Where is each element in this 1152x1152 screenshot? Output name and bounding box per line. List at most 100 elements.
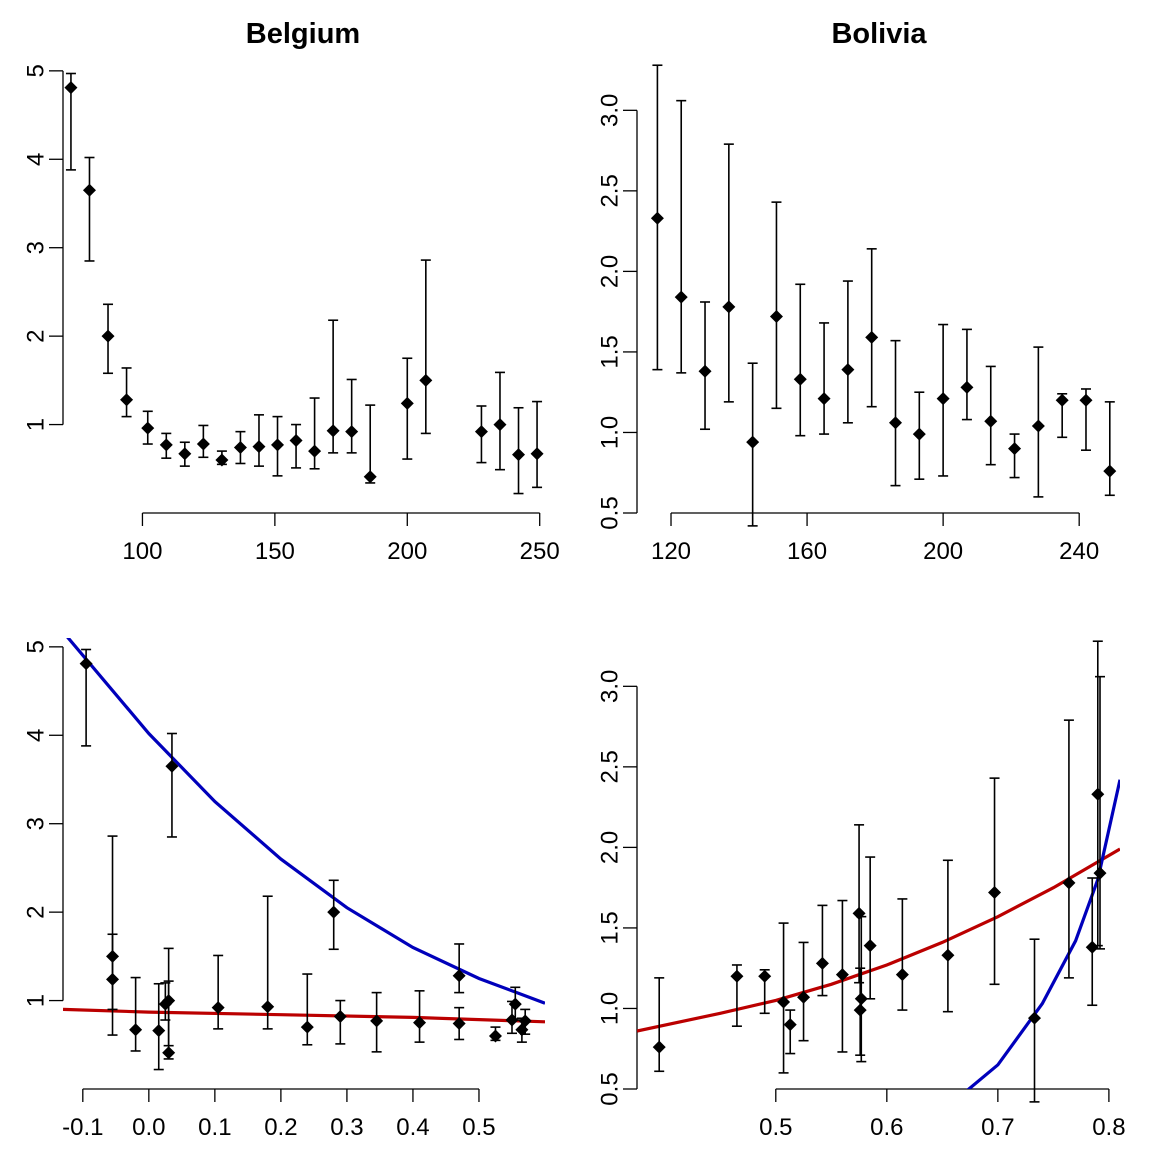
y-axis: 1 2 3 4 5 bbox=[23, 640, 64, 1007]
x-tick-label: 0.5 bbox=[759, 1114, 792, 1141]
data-point bbox=[327, 879, 341, 951]
data-point bbox=[1055, 393, 1069, 439]
data-point bbox=[854, 915, 868, 1063]
y-tick-label: 4 bbox=[23, 153, 50, 166]
point-marker bbox=[474, 425, 488, 439]
point-marker bbox=[413, 1016, 427, 1030]
point-marker bbox=[233, 441, 247, 455]
point-marker bbox=[196, 437, 210, 451]
y-tick-label: 0.5 bbox=[597, 1072, 624, 1105]
x-tick-label: 200 bbox=[387, 538, 427, 565]
data-point bbox=[1008, 433, 1022, 479]
data-point bbox=[333, 999, 347, 1045]
data-point bbox=[674, 99, 688, 374]
point-marker bbox=[730, 969, 744, 983]
data-point bbox=[452, 1006, 466, 1041]
panel-belgium-transformed: 1 2 3 4 5 -0.1 0.0 0.1 0.2 0.3 0.4 0.5 bbox=[23, 638, 545, 1141]
data-point bbox=[746, 362, 760, 527]
point-marker bbox=[271, 438, 285, 452]
point-marker bbox=[674, 290, 688, 304]
point-marker bbox=[746, 435, 760, 449]
data-point bbox=[815, 904, 829, 997]
y-tick-label: 4 bbox=[23, 729, 50, 742]
x-tick-label: -0.1 bbox=[62, 1114, 103, 1141]
point-marker bbox=[508, 997, 522, 1011]
data-point bbox=[722, 143, 736, 403]
data-point bbox=[530, 400, 544, 489]
y-tick-label: 1.0 bbox=[597, 416, 624, 449]
data-point bbox=[1028, 938, 1042, 1103]
point-marker bbox=[326, 424, 340, 438]
data-point bbox=[452, 943, 466, 994]
point-marker bbox=[1055, 393, 1069, 407]
panel-belgium: Belgium 1 2 3 4 5 100 150 200 250 bbox=[23, 18, 560, 565]
x-tick-label: 0.6 bbox=[870, 1114, 903, 1141]
point-marker bbox=[141, 421, 155, 435]
panel-title-bolivia: Bolivia bbox=[831, 18, 927, 50]
data-point bbox=[508, 986, 522, 1021]
y-tick-label: 1.5 bbox=[597, 335, 624, 368]
point-marker bbox=[1103, 464, 1117, 478]
data-point bbox=[895, 898, 909, 1011]
point-marker bbox=[769, 309, 783, 323]
data-point bbox=[363, 404, 377, 484]
x-tick-label: 0.4 bbox=[396, 1114, 429, 1141]
data-point bbox=[79, 648, 93, 747]
point-marker bbox=[452, 969, 466, 983]
data-point bbox=[984, 365, 998, 466]
point-marker bbox=[493, 418, 507, 432]
data-point bbox=[783, 1009, 797, 1055]
point-marker bbox=[1062, 876, 1076, 890]
point-marker bbox=[852, 906, 866, 920]
data-point bbox=[1103, 401, 1117, 497]
data-point bbox=[152, 982, 166, 1071]
data-point bbox=[129, 976, 143, 1052]
point-marker bbox=[308, 444, 322, 458]
data-point bbox=[289, 423, 303, 469]
point-marker bbox=[1085, 940, 1099, 954]
point-marker bbox=[211, 1001, 225, 1015]
point-marker bbox=[82, 183, 96, 197]
data-point bbox=[1079, 388, 1093, 451]
y-axis: 0.5 1.0 1.5 2.0 2.5 3.0 bbox=[597, 94, 638, 530]
data-point bbox=[1031, 346, 1045, 498]
x-tick-label: 0.8 bbox=[1092, 1114, 1125, 1141]
point-marker bbox=[912, 427, 926, 441]
data-point bbox=[797, 941, 811, 1042]
data-point bbox=[889, 339, 903, 487]
fit-curve bbox=[966, 779, 1120, 1089]
point-marker bbox=[530, 447, 544, 461]
x-tick-label: 0.1 bbox=[198, 1114, 231, 1141]
data-point bbox=[912, 391, 926, 480]
data-point bbox=[698, 301, 712, 431]
point-marker bbox=[333, 1009, 347, 1023]
data-point bbox=[120, 367, 134, 418]
point-marker bbox=[698, 364, 712, 378]
data-point bbox=[370, 991, 384, 1053]
data-point bbox=[233, 430, 247, 465]
data-point bbox=[1093, 675, 1107, 950]
point-marker bbox=[841, 363, 855, 377]
point-marker bbox=[419, 373, 433, 387]
data-point bbox=[493, 371, 507, 471]
data-point bbox=[758, 969, 772, 1015]
point-marker bbox=[1008, 442, 1022, 456]
point-marker bbox=[815, 956, 829, 970]
data-point bbox=[300, 973, 314, 1046]
x-tick-label: 120 bbox=[651, 538, 691, 565]
point-marker bbox=[512, 448, 526, 462]
point-marker bbox=[370, 1014, 384, 1028]
data-point bbox=[777, 922, 791, 1074]
y-tick-label: 3 bbox=[23, 817, 50, 830]
point-marker bbox=[300, 1020, 314, 1034]
data-point bbox=[941, 859, 955, 1013]
data-point bbox=[817, 322, 831, 435]
data-point bbox=[988, 777, 1002, 986]
x-tick-label: 0.5 bbox=[462, 1114, 495, 1141]
point-marker bbox=[120, 393, 134, 407]
point-marker bbox=[129, 1023, 143, 1037]
data-point bbox=[159, 432, 173, 459]
fit-curve bbox=[637, 847, 1120, 1033]
data-point bbox=[326, 319, 340, 454]
point-marker bbox=[889, 416, 903, 430]
